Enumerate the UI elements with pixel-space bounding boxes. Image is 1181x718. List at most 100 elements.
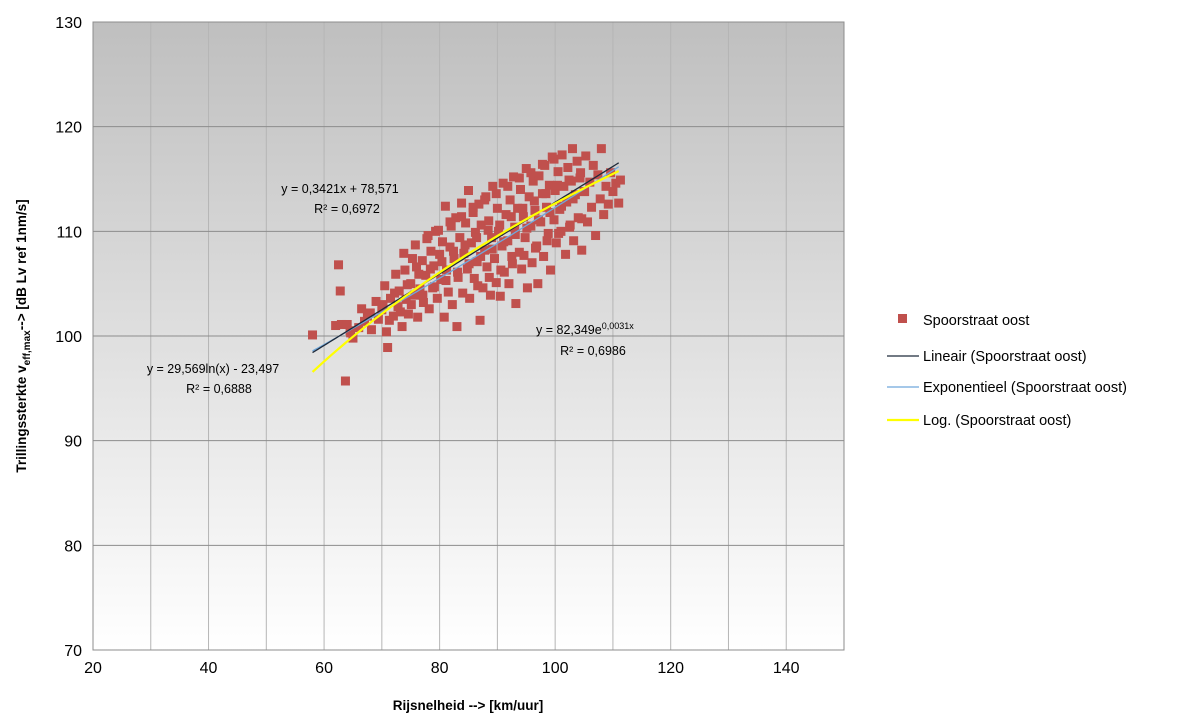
trendline-log xyxy=(311,170,620,373)
scatter-point xyxy=(395,307,405,317)
scatter-point xyxy=(432,293,442,303)
scatter-point xyxy=(492,203,502,213)
scatter-point xyxy=(513,203,523,213)
scatter-point xyxy=(464,186,473,196)
exponential-equation-exponent: 0,0031x xyxy=(602,321,635,331)
scatter-point xyxy=(407,254,417,264)
scatter-point xyxy=(601,181,611,191)
scatter-point xyxy=(457,212,467,222)
scatter-point xyxy=(473,281,483,291)
scatter-point xyxy=(581,151,591,161)
scatter-point xyxy=(475,315,485,325)
scatter-point xyxy=(533,279,543,289)
scatter-point xyxy=(557,150,567,160)
scatter-point xyxy=(399,248,409,258)
scatter-point xyxy=(537,159,547,169)
y-tick-label: 80 xyxy=(64,538,82,555)
y-tick-label: 90 xyxy=(64,434,82,451)
scatter-point xyxy=(357,304,367,314)
scatter-point xyxy=(572,156,582,166)
scatter-point xyxy=(476,251,486,261)
scatter-point xyxy=(511,299,521,309)
scatter-point xyxy=(426,246,436,256)
scatter-point xyxy=(533,215,543,225)
scatter-point xyxy=(422,234,432,244)
scatter-point xyxy=(562,197,572,207)
scatter-point xyxy=(542,236,552,246)
scatter-point xyxy=(528,176,538,186)
scatter-point xyxy=(488,181,498,191)
scatter-point xyxy=(544,180,554,190)
scatter-point xyxy=(576,168,586,178)
x-tick-label: 100 xyxy=(542,660,569,677)
scatter-point xyxy=(457,198,467,208)
scatter-point xyxy=(401,294,411,304)
scatter-point xyxy=(480,195,490,205)
scatter-point xyxy=(588,160,598,170)
scatter-point xyxy=(495,291,505,301)
x-axis-title: Rijsnelheid --> [km/uur] xyxy=(393,698,543,713)
scatter-point xyxy=(384,315,394,325)
trendlines xyxy=(311,162,620,373)
scatter-point xyxy=(557,201,567,211)
scatter-point xyxy=(421,270,431,280)
trendline-linear xyxy=(312,162,620,354)
scatter-point xyxy=(499,237,509,247)
scatter-point xyxy=(585,177,595,187)
log-r2-label: R² = 0,6888 xyxy=(186,382,252,396)
scatter-point xyxy=(518,203,528,213)
y-axis-title-prefix: Trillingssterkte v xyxy=(14,365,29,473)
scatter-point xyxy=(455,233,465,243)
scatter-point xyxy=(507,251,517,261)
scatter-point xyxy=(451,213,461,223)
scatter-point xyxy=(452,322,462,332)
scatter-point xyxy=(469,273,479,283)
scatter-point xyxy=(336,319,346,329)
scatter-point xyxy=(549,154,559,164)
scatter-point xyxy=(410,290,420,300)
scatter-point xyxy=(491,189,501,199)
scatter-point xyxy=(484,272,494,282)
x-tick-label: 140 xyxy=(773,660,800,677)
scatter-point xyxy=(400,265,410,275)
y-axis-title-subscript: eff,max xyxy=(22,330,33,365)
scatter-point xyxy=(472,257,482,267)
scatter-point xyxy=(496,265,506,275)
legend-marker-scatter xyxy=(898,314,907,323)
scatter-point xyxy=(453,272,463,282)
scatter-point xyxy=(521,164,531,174)
exponential-equation-label: y = 82,349e0,0031x xyxy=(536,321,634,337)
scatter-point xyxy=(478,283,488,293)
scatter-point xyxy=(470,227,480,237)
linear-r2-label: R² = 0,6972 xyxy=(314,202,380,216)
scatter-point xyxy=(550,186,560,196)
scatter-point xyxy=(569,236,579,246)
y-tick-label: 100 xyxy=(55,329,82,346)
y-axis-title-suffix: --> [dB Lv ref 1nm/s] xyxy=(14,199,29,330)
scatter-point xyxy=(587,202,597,212)
scatter-point xyxy=(484,216,494,226)
scatter-point xyxy=(483,225,493,235)
scatter-point xyxy=(553,167,563,177)
scatter-point xyxy=(429,282,439,292)
scatter-point xyxy=(518,212,528,222)
scatter-point xyxy=(394,286,404,296)
y-axis-title: Trillingssterkte veff,max--> [dB Lv ref … xyxy=(14,199,33,472)
scatter-point xyxy=(549,215,559,225)
scatter-point xyxy=(565,220,575,230)
scatter-point xyxy=(412,262,422,272)
scatter-point xyxy=(596,144,606,154)
scatter-point xyxy=(498,178,508,188)
scatter-point xyxy=(480,245,490,255)
legend: Spoorstraat oost Lineair (Spoorstraat oo… xyxy=(887,313,1127,429)
scatter-point xyxy=(453,267,463,277)
scatter-point xyxy=(494,226,504,236)
gridlines xyxy=(93,22,844,650)
scatter-point xyxy=(378,300,388,310)
scatter-point xyxy=(418,290,428,300)
scatter-point xyxy=(519,250,529,260)
scatter-point xyxy=(476,220,486,230)
scatter-point xyxy=(615,175,625,185)
scatter-point xyxy=(443,287,453,297)
scatter-point xyxy=(515,184,525,194)
